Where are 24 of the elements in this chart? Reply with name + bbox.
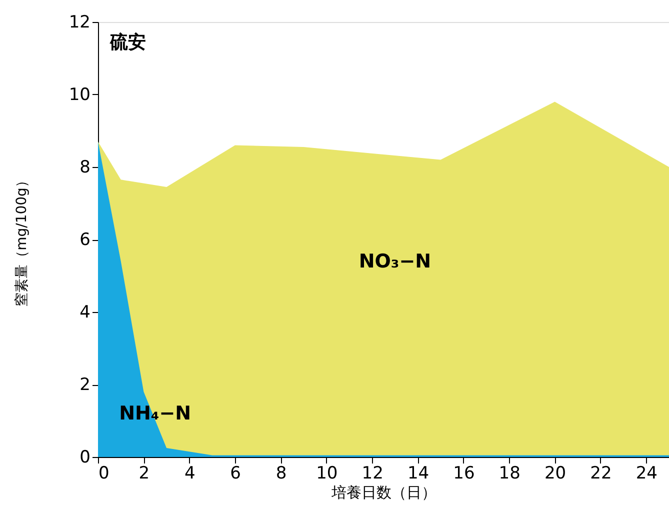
x-tick-label: 20 <box>544 464 566 484</box>
y-tick-label: 8 <box>80 158 90 178</box>
x-tick-label: 8 <box>276 464 287 484</box>
x-tick-label: 2 <box>138 464 150 484</box>
text: 硫安 <box>109 32 146 53</box>
x-tick-label: 6 <box>230 464 241 484</box>
x-tick-label: 12 <box>362 464 384 484</box>
x-tick-label: 4 <box>184 464 196 484</box>
y-axis-title: 窒素量（mg/100g） <box>14 174 30 306</box>
x-tick-label: 14 <box>407 464 430 484</box>
series-label: NO₃−N <box>358 250 432 272</box>
x-tick-label: 16 <box>453 464 475 484</box>
x-tick-label: 0 <box>98 464 110 484</box>
x-tick-label: 18 <box>498 464 520 484</box>
x-tick-label: 24 <box>636 464 658 484</box>
y-tick-label: 6 <box>80 230 90 250</box>
y-tick-label: 12 <box>68 12 90 32</box>
y-tick-label: 10 <box>68 85 90 105</box>
y-tick-label: 2 <box>80 375 90 395</box>
x-tick-label: 10 <box>316 464 338 484</box>
y-tick-label: 0 <box>80 448 90 468</box>
x-tick-label: 22 <box>590 464 612 484</box>
y-tick-label: 4 <box>80 302 90 322</box>
x-axis-title: 培養日数（日） <box>330 484 436 502</box>
